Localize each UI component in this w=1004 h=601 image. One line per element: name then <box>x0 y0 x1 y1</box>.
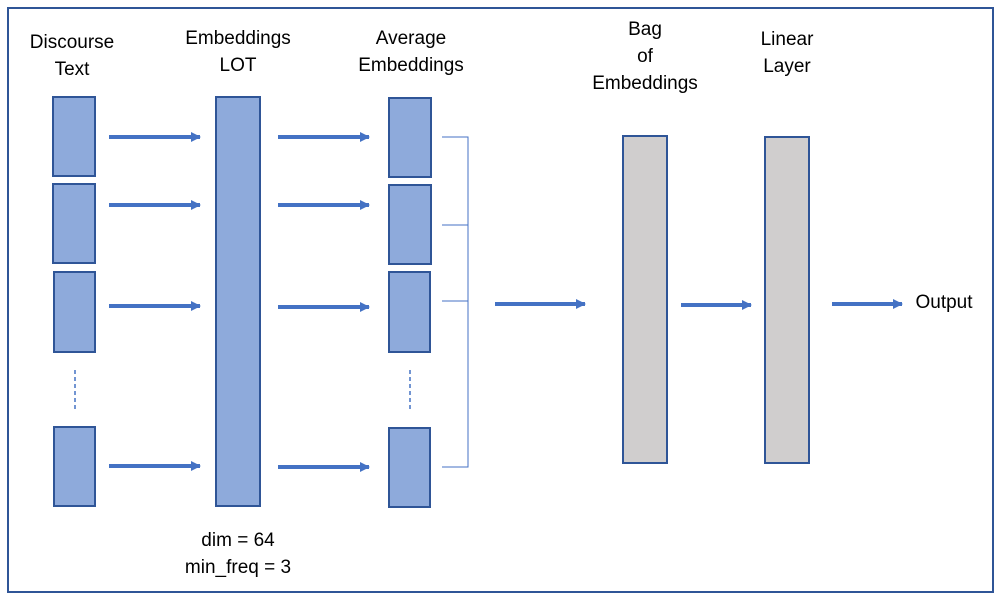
average-embedding-box <box>388 427 431 508</box>
label-line: Embeddings <box>592 73 698 94</box>
label-line: Output <box>915 292 973 313</box>
average-embedding-box <box>388 184 432 265</box>
average-embeddings-label: Average Embeddings <box>358 25 464 79</box>
label-line: Text <box>54 59 90 80</box>
output-label: Output <box>915 289 972 316</box>
linear-layer-box <box>764 136 810 464</box>
input-token-box <box>53 271 96 353</box>
min-freq-text: min_freq = 3 <box>184 557 292 578</box>
average-embedding-box <box>388 271 431 353</box>
input-token-box <box>53 426 96 507</box>
linear-layer-label: Linear Layer <box>761 26 814 80</box>
label-line: Embeddings <box>185 28 291 49</box>
discourse-text-label: Discourse Text <box>30 29 114 83</box>
label-line: Average <box>375 28 447 49</box>
label-line: of <box>637 46 653 67</box>
label-line: LOT <box>219 55 257 76</box>
input-token-box <box>52 96 96 177</box>
label-line: Embeddings <box>358 55 464 76</box>
label-line: Discourse <box>29 32 115 53</box>
embeddings-lot-label: Embeddings LOT <box>185 25 291 79</box>
label-line: Layer <box>763 56 811 77</box>
average-embedding-box <box>388 97 432 178</box>
bag-of-embeddings-box <box>622 135 668 464</box>
grouping-bracket <box>442 136 469 468</box>
hyperparameters-label: dim = 64 min_freq = 3 <box>185 527 291 581</box>
embeddings-lot-box <box>215 96 261 507</box>
input-token-box <box>52 183 96 264</box>
dim-text: dim = 64 <box>201 530 275 551</box>
bag-of-embeddings-label: Bag of Embeddings <box>592 16 698 97</box>
label-line: Bag <box>628 19 662 40</box>
diagram-frame <box>7 7 994 593</box>
label-line: Linear <box>760 29 814 50</box>
